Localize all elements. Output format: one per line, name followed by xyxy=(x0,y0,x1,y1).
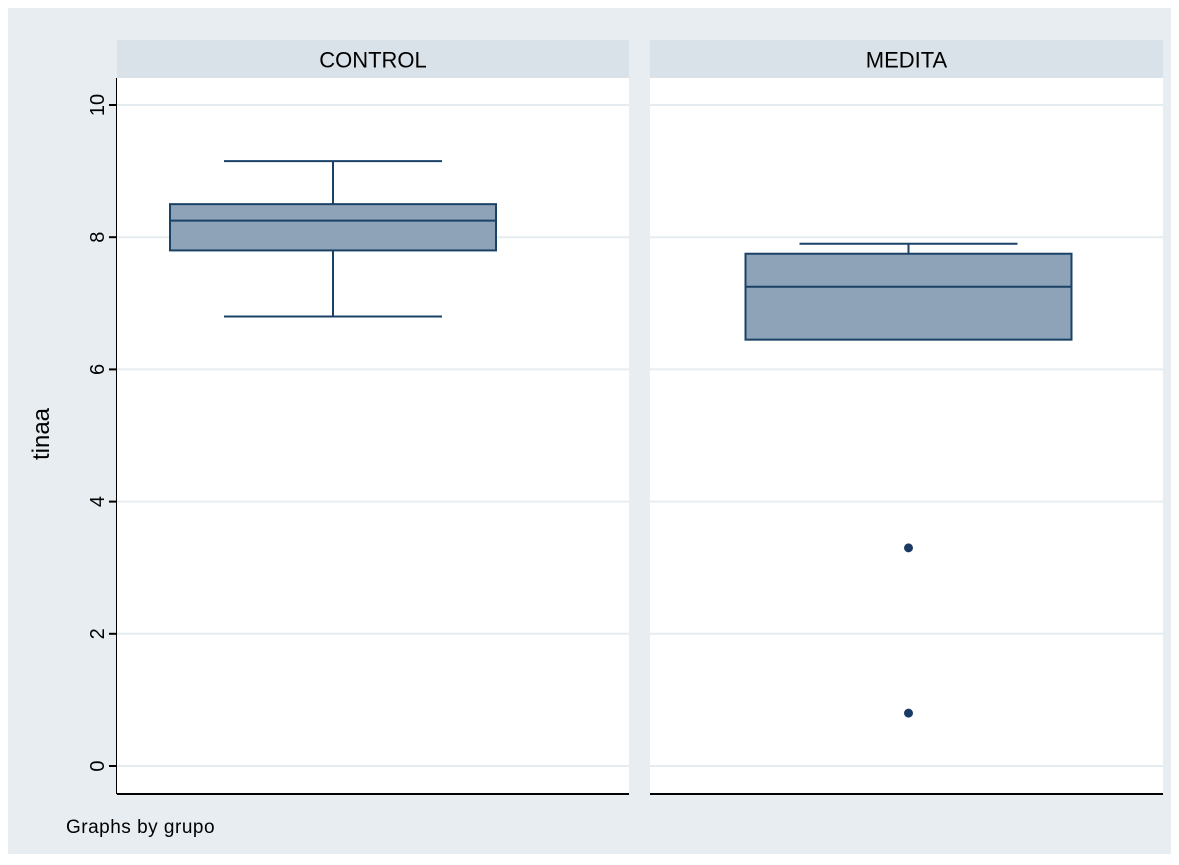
panel-plot-area xyxy=(117,78,629,794)
box xyxy=(169,203,497,252)
panel-strip xyxy=(117,40,629,78)
panel-title: MEDITA xyxy=(866,48,948,73)
panel-plot-area xyxy=(650,78,1163,794)
y-tick-label: 2 xyxy=(87,628,109,639)
graphs-by-note: Graphs by grupo xyxy=(66,817,215,838)
y-axis-label: tinaa xyxy=(28,407,55,460)
y-tick-label: 0 xyxy=(87,760,109,771)
panels: CONTROL MEDITA xyxy=(117,40,1163,795)
y-tick-label: 8 xyxy=(87,232,109,243)
panel-strip xyxy=(650,40,1163,78)
y-tick-label: 6 xyxy=(87,364,109,375)
box xyxy=(744,252,1073,341)
panel-medita: MEDITA xyxy=(650,40,1163,795)
panel-title: CONTROL xyxy=(319,48,427,73)
y-tick-label: 4 xyxy=(87,496,109,507)
y-tick-label: 10 xyxy=(87,94,109,116)
outlier-point xyxy=(904,708,913,718)
panel-control: CONTROL xyxy=(117,40,629,795)
outlier-point xyxy=(904,543,913,553)
